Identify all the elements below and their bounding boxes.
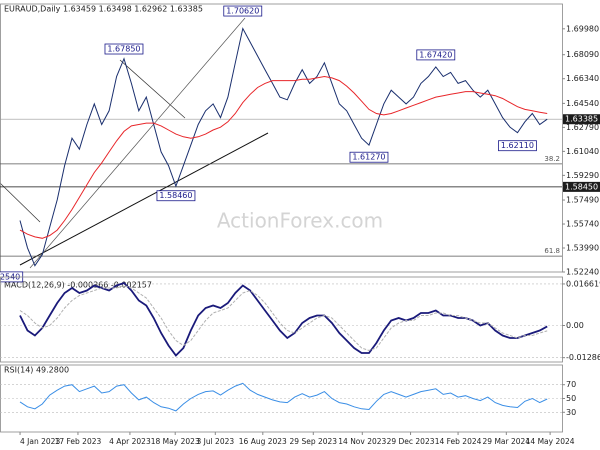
y-tick-label: 1.64540 xyxy=(566,99,599,108)
channel-line xyxy=(29,17,246,269)
x-tick-label: 14 May 2024 xyxy=(526,437,575,446)
y-tick-label: 0.016619 xyxy=(566,279,600,288)
y-tick-label: 0.00 xyxy=(566,321,584,330)
annotation-label: 1.61270 xyxy=(352,153,385,162)
annotation-label: 1.67420 xyxy=(419,50,452,59)
y-tick-label: 1.61040 xyxy=(566,147,599,156)
annotation-label: 1.70620 xyxy=(226,7,259,16)
x-tick-label: 14 Feb 2024 xyxy=(435,437,482,446)
panel-frame xyxy=(0,3,563,273)
series-line xyxy=(19,382,548,412)
x-tick-label: 18 May 2023 xyxy=(151,437,200,446)
chart-title: EURAUD,Daily 1.63459 1.63498 1.62962 1.6… xyxy=(4,5,203,14)
annotation-label: 1.58460 xyxy=(159,191,192,200)
y-tick-label: 1.57490 xyxy=(566,196,599,205)
channel-line xyxy=(0,182,41,223)
annotation-box xyxy=(349,151,389,163)
macd-label: MACD(12,26,9) -0.000366 -0.002157 xyxy=(4,281,152,290)
series-line xyxy=(19,27,548,267)
annotation-box xyxy=(156,190,196,202)
y-tick-label: 70 xyxy=(566,380,576,389)
fib-label: 61.8 xyxy=(544,247,560,255)
channel-line xyxy=(119,59,186,119)
y-tick-label: 1.69980 xyxy=(566,24,599,33)
x-tick-label: 14 Nov 2023 xyxy=(338,437,386,446)
x-tick-label: 4 Jan 2023 xyxy=(20,437,60,446)
y-tick-label: 1.53990 xyxy=(566,244,599,253)
last-price-box xyxy=(563,114,600,125)
series-line xyxy=(19,75,548,239)
x-tick-label: 29 Mar 2024 xyxy=(483,437,531,446)
rsi-label: RSI(14) 49.2800 xyxy=(4,366,69,375)
x-tick-label: 29 Sep 2023 xyxy=(290,437,338,446)
support-label: 1.58450 xyxy=(565,182,598,191)
y-tick-label: 50 xyxy=(566,394,576,403)
y-tick-label: 1.52240 xyxy=(566,268,599,277)
series-line xyxy=(19,284,548,352)
annotation-label: 1.67850 xyxy=(107,45,140,54)
y-tick-label: 1.68090 xyxy=(566,50,599,59)
y-tick-label: -0.012864 xyxy=(566,353,600,362)
x-tick-label: 16 Aug 2023 xyxy=(239,437,287,446)
x-tick-label: 4 Apr 2023 xyxy=(109,437,151,446)
x-tick-label: 17 Feb 2023 xyxy=(55,437,102,446)
y-tick-label: 1.55740 xyxy=(566,220,599,229)
y-tick-label: 1.62790 xyxy=(566,123,599,132)
x-tick-label: 3 Jul 2023 xyxy=(196,437,234,446)
y-tick-label: 30 xyxy=(566,408,576,417)
annotation-box xyxy=(416,49,456,61)
y-tick-label: 1.59290 xyxy=(566,171,599,180)
annotation-box xyxy=(223,5,263,17)
support-box xyxy=(563,181,600,192)
x-tick-label: 29 Dec 2023 xyxy=(387,437,435,446)
panel-frame xyxy=(0,276,563,363)
annotation-box xyxy=(104,43,144,55)
fib-label: 38.2 xyxy=(544,155,560,163)
watermark: ActionForex.com xyxy=(217,209,383,233)
annotation-box xyxy=(498,140,537,152)
series-line xyxy=(19,281,548,357)
trend-line xyxy=(19,132,269,266)
y-tick-label: 1.66340 xyxy=(566,74,599,83)
last-price-label: 1.63385 xyxy=(565,115,598,124)
annotation-label: 1.62110 xyxy=(501,141,534,150)
